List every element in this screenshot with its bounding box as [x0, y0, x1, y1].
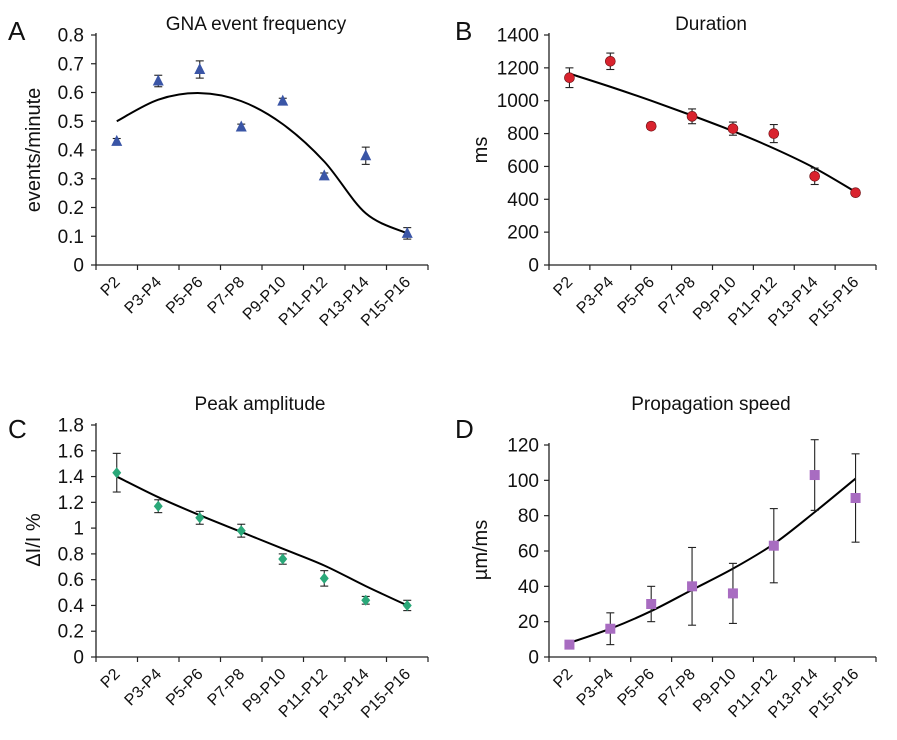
data-point [687, 581, 698, 592]
data-point [278, 553, 288, 565]
chart-title: Peak amplitude [195, 394, 326, 415]
data-point [112, 467, 122, 479]
trendline [569, 72, 857, 193]
y-tick-label: 200 [507, 223, 539, 244]
data-point [195, 512, 205, 524]
data-point [605, 55, 616, 67]
data-point [194, 63, 206, 74]
y-tick-label: 0.5 [58, 112, 84, 133]
data-point [111, 134, 123, 146]
data-point [235, 120, 247, 132]
y-tick-label: 1000 [497, 91, 539, 112]
data-point [361, 594, 371, 606]
chart-panel-a: A GNA event frequency events/minute 0 0.1 0.2… [8, 14, 429, 330]
data-point [809, 470, 820, 481]
data-point [318, 169, 330, 181]
data-point [850, 493, 861, 503]
y-tick-label: 40 [518, 577, 539, 598]
y-tick-label: 0.7 [58, 54, 84, 75]
y-tick-label: 1400 [497, 26, 539, 47]
panel-letter: B [455, 16, 472, 46]
y-tick-label: 60 [518, 542, 539, 563]
y-tick-label: 0.6 [58, 570, 84, 591]
trendline [569, 477, 857, 644]
data-point [152, 74, 164, 86]
panel-letter: A [8, 16, 26, 46]
y-tick-label: 400 [507, 190, 539, 211]
x-tick-label: P2 [550, 666, 576, 692]
x-tick-label: P5-P6 [615, 666, 659, 710]
y-tick-label: 0.8 [58, 544, 84, 565]
x-tick-label: P3-P4 [122, 274, 166, 318]
x-tick-label: P3-P4 [122, 666, 166, 710]
y-tick-label: 1.6 [58, 441, 84, 462]
y-tick-label: 0.2 [58, 622, 84, 643]
x-tick-label: P3-P4 [574, 666, 618, 710]
y-axis-label: events/minute [23, 88, 45, 213]
chart-title: Propagation speed [631, 394, 791, 415]
x-tick-label: P3-P4 [574, 274, 618, 318]
y-tick-label: 1 [73, 519, 84, 540]
y-axis-label: ΔI/I % [23, 513, 45, 567]
y-tick-label: 0 [528, 256, 539, 277]
data-point [727, 123, 739, 134]
x-tick-label: P5-P6 [163, 274, 207, 318]
panel-letter: D [455, 414, 474, 444]
data-point [236, 525, 246, 537]
x-tick-label: P2 [550, 274, 576, 300]
y-tick-label: 0 [73, 648, 84, 669]
y-tick-label: 1200 [497, 58, 539, 79]
y-tick-label: 0 [528, 648, 539, 669]
chart-panel-b: B Duration ms 0 200 400 600 800 1000 1200 1400 P2P3… [455, 14, 877, 330]
data-point [768, 540, 779, 551]
chart-title: GNA event frequency [166, 14, 347, 35]
y-tick-label: 800 [507, 124, 539, 145]
y-tick-label: 0.2 [58, 198, 84, 219]
y-tick-label: 120 [507, 436, 539, 457]
x-tick-label: P5-P6 [163, 666, 207, 710]
data-point [360, 149, 372, 161]
data-point [727, 588, 738, 599]
y-tick-label: 1.2 [58, 493, 84, 514]
x-tick-label: P2 [98, 666, 124, 692]
y-tick-label: 0 [73, 256, 84, 277]
chart-title: Duration [675, 14, 747, 35]
y-tick-label: 0.8 [58, 26, 84, 47]
y-axis-label: ms [470, 137, 492, 164]
data-point [605, 623, 616, 634]
chart-panel-c: C Peak amplitude ΔI/I % 0 0.2 0.4 0.6 0.8 1 1.2 1.… [8, 394, 429, 722]
y-tick-label: 100 [507, 471, 539, 492]
x-tick-label: P5-P6 [615, 274, 659, 318]
y-tick-label: 0.1 [58, 227, 84, 248]
trendline [116, 92, 408, 235]
data-point [401, 226, 413, 238]
data-point [686, 111, 698, 122]
chart-panel-d: D Propagation speed µm/ms 0 20 40 60 80 100 120 P2… [455, 394, 877, 722]
data-point [564, 72, 575, 84]
data-point [277, 94, 289, 106]
data-point [850, 187, 861, 199]
y-tick-label: 0.4 [58, 141, 85, 162]
y-tick-label: 0.3 [58, 169, 84, 190]
y-tick-label: 80 [518, 506, 539, 527]
y-tick-label: 20 [518, 612, 539, 633]
data-point [645, 120, 657, 132]
x-tick-label: P2 [98, 274, 124, 300]
y-tick-label: 1.8 [58, 416, 84, 437]
y-tick-label: 600 [507, 157, 539, 178]
data-point [153, 500, 163, 512]
data-point [809, 170, 820, 182]
panel-letter: C [8, 414, 27, 444]
data-point [768, 128, 780, 139]
data-point [402, 599, 412, 611]
data-point [646, 599, 657, 609]
y-tick-label: 0.4 [58, 596, 85, 617]
y-axis-label: µm/ms [470, 520, 492, 580]
y-tick-label: 0.6 [58, 83, 84, 104]
data-point [319, 572, 329, 584]
y-tick-label: 1.4 [58, 467, 85, 488]
trendline [116, 475, 408, 607]
data-point [564, 639, 575, 650]
